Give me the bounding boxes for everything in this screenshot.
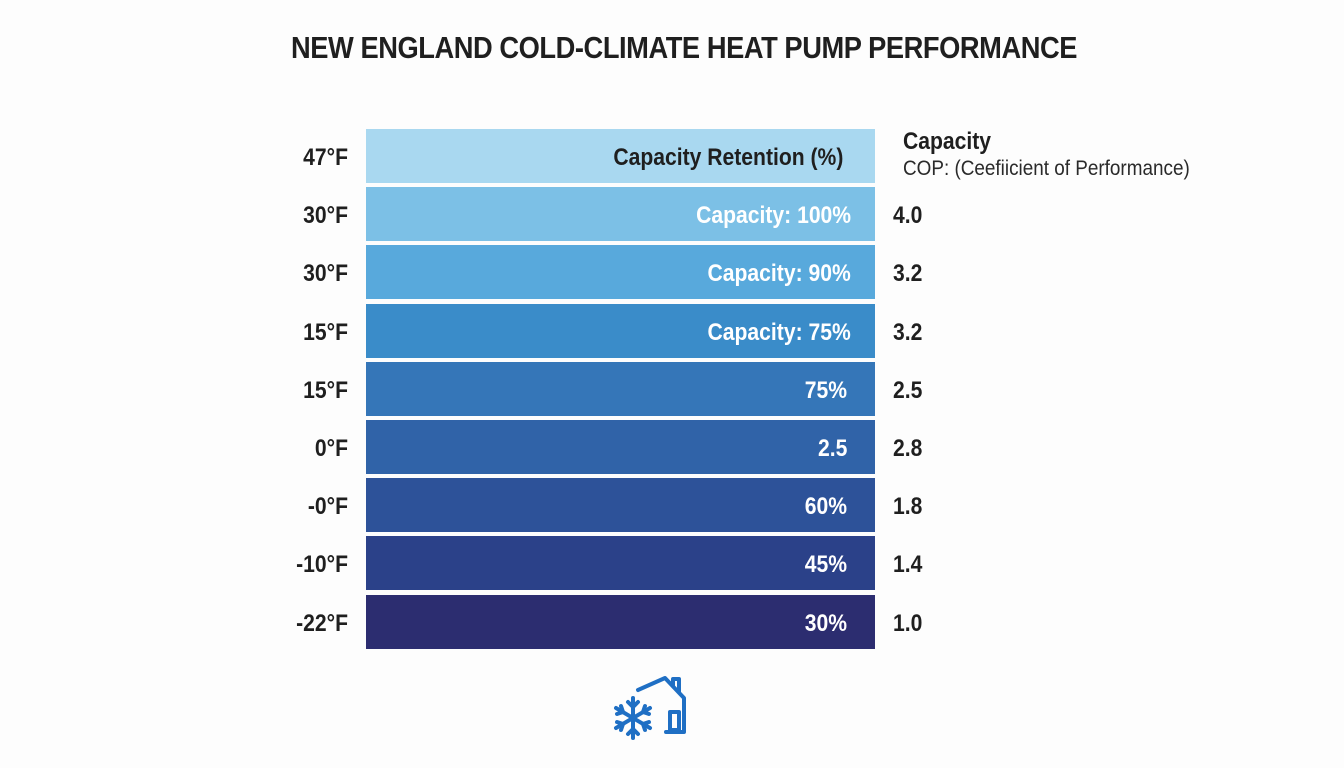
temperature-label: -10°F: [296, 551, 348, 579]
chart-title: NEW ENGLAND COLD-CLIMATE HEAT PUMP PERFO…: [290, 30, 1078, 65]
capacity-bar: Capacity: 90%: [366, 245, 875, 300]
cop-value: 1.0: [893, 609, 923, 637]
capacity-bar-label: Capacity: 75%: [707, 318, 851, 346]
temperature-label: 15°F: [303, 318, 348, 346]
temperature-label: 30°F: [303, 260, 348, 288]
temperature-label: 15°F: [303, 376, 348, 404]
legend-title: Capacity: [903, 128, 992, 155]
capacity-bar-label: 75%: [804, 376, 847, 404]
capacity-bar: 30%: [366, 594, 875, 649]
cop-value: 1.4: [893, 551, 923, 579]
header-bar-label: Capacity Retention (%): [612, 144, 843, 171]
capacity-bar: 2.5: [366, 420, 875, 474]
header-bar: Capacity Retention (%): [366, 129, 875, 183]
capacity-bar: 75%: [366, 361, 875, 416]
capacity-bar-label: Capacity: 90%: [707, 260, 851, 288]
temperature-label: 47°F: [303, 144, 348, 171]
capacity-bar-label: 2.5: [817, 435, 847, 462]
capacity-bar: 60%: [366, 478, 875, 533]
capacity-bar-label: 30%: [804, 609, 847, 637]
temperature-label: 30°F: [303, 202, 348, 230]
cop-value: 2.5: [893, 376, 923, 404]
capacity-bar-label: 60%: [804, 493, 847, 521]
temperature-label: -22°F: [296, 609, 348, 637]
capacity-bar-label: 45%: [804, 551, 847, 579]
cop-value: 4.0: [893, 202, 923, 230]
temperature-label: 0°F: [314, 435, 348, 462]
cop-value: 2.8: [893, 435, 923, 462]
cop-value: 3.2: [893, 260, 923, 288]
cop-value: 3.2: [893, 318, 923, 346]
capacity-bar: Capacity: 100%: [366, 187, 875, 242]
capacity-bar: 45%: [366, 536, 875, 591]
capacity-bar-label: Capacity: 100%: [696, 202, 851, 230]
snowflake-house-icon: [608, 674, 688, 749]
cop-value: 1.8: [893, 493, 923, 521]
capacity-bar: Capacity: 75%: [366, 303, 875, 358]
legend-subtitle: COP: (Ceefiicient of Performance): [903, 157, 1190, 180]
temperature-label: -0°F: [307, 493, 348, 521]
